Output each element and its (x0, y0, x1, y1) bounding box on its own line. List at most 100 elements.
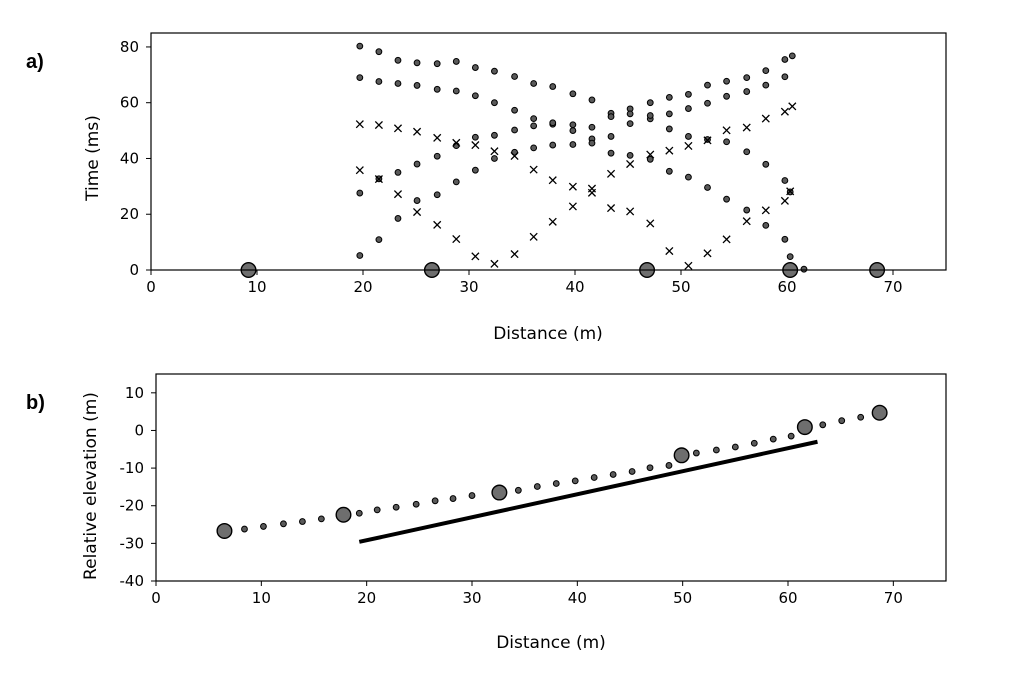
arrival-dot (704, 184, 711, 191)
geophone-dot (819, 421, 827, 429)
arrival-dot (491, 99, 498, 107)
x-tick-label: 0 (146, 278, 156, 296)
panel-b-y-axis-title: Relative elevation (m) (81, 392, 101, 580)
arrival-cross (529, 232, 538, 241)
arrival-dot (762, 81, 770, 89)
geophone-dot (533, 483, 541, 490)
y-tick-label: 0 (134, 421, 144, 439)
arrival-cross (471, 141, 480, 150)
x-tick-label: 0 (151, 589, 161, 607)
x-tick-label: 60 (778, 589, 797, 607)
arrival-cross (742, 123, 751, 132)
arrival-cross (413, 127, 422, 136)
arrival-cross (393, 190, 403, 199)
geophone-dot (609, 471, 617, 478)
panel-b: b) 0 10 20 30 40 50 60 70 -40 -30 -20 -10 0 10 Dista… (26, 373, 947, 653)
arrival-cross (490, 147, 499, 156)
panel-a-y-ticks: 0 20 40 60 80 (120, 38, 151, 279)
panel-a-plot-frame (150, 32, 947, 271)
arrival-dot (452, 178, 460, 186)
geophone-dot (857, 413, 865, 421)
arrival-dot (511, 126, 518, 134)
arrival-cross (606, 169, 616, 178)
arrival-cross (646, 150, 655, 159)
arrival-cross (646, 219, 655, 228)
arrival-dot (588, 123, 596, 131)
y-tick-label: 40 (120, 149, 139, 167)
panel-a-y-axis-title: Time (ms) (83, 115, 103, 202)
arrival-dot (375, 48, 383, 56)
geophone-dot (392, 503, 400, 511)
arrival-dot (762, 160, 770, 168)
arrival-dot (433, 85, 441, 93)
arrival-cross (665, 246, 674, 256)
panel-a-x-axis-title: Distance (m) (493, 324, 603, 344)
arrival-dot (788, 52, 796, 60)
arrival-dot (665, 125, 673, 133)
arrival-dot (569, 127, 577, 134)
arrival-cross (393, 124, 403, 133)
arrival-dot (626, 152, 634, 159)
geophone-dot (468, 492, 476, 499)
arrival-dot (394, 56, 402, 64)
x-tick-label: 40 (565, 278, 584, 296)
geophone-dot (787, 432, 795, 440)
reflector-line (358, 439, 818, 544)
arrival-dot (685, 105, 692, 112)
arrival-cross (413, 207, 422, 217)
geophone-dot (571, 477, 579, 485)
geophone-dot (628, 468, 636, 475)
geophone-dot (731, 443, 739, 451)
arrival-dot (781, 73, 789, 81)
arrival-dot (569, 121, 577, 129)
arrival-cross (452, 234, 461, 244)
arrival-cross (722, 126, 731, 135)
arrival-dot (413, 160, 421, 168)
geophone-dot (373, 506, 381, 514)
arrival-dot (356, 74, 364, 82)
geophone-dot (317, 515, 325, 523)
x-tick-label: 30 (459, 278, 478, 296)
source-point (216, 522, 233, 539)
arrival-dot (452, 87, 460, 95)
arrival-cross (626, 207, 635, 216)
arrival-cross (510, 151, 519, 161)
arrival-cross (374, 120, 383, 130)
arrival-dot (762, 221, 770, 229)
arrival-cross (568, 202, 577, 211)
arrival-dot (375, 78, 383, 85)
arrival-cross (788, 102, 797, 111)
arrival-dot (569, 141, 577, 148)
x-tick-label: 40 (568, 589, 587, 607)
x-tick-label: 50 (671, 278, 690, 296)
arrival-cross (703, 249, 712, 258)
arrival-dot (433, 191, 441, 199)
y-tick-label: 20 (120, 205, 139, 223)
x-tick-label: 60 (777, 278, 796, 296)
arrival-dot (588, 96, 596, 104)
arrival-dot (375, 236, 383, 244)
arrival-dot (723, 138, 730, 146)
arrival-dot (762, 67, 770, 75)
arrival-dot (569, 90, 577, 98)
arrival-dot (471, 64, 479, 71)
geophone-dot (750, 439, 758, 447)
geophone-dot (431, 497, 439, 505)
arrival-cross (548, 176, 557, 185)
arrival-dot (394, 169, 402, 176)
arrival-cross (684, 261, 693, 270)
arrival-cross (529, 165, 538, 174)
arrival-dot (471, 133, 479, 141)
arrival-dot (743, 74, 751, 82)
arrival-dot (588, 139, 596, 147)
arrival-dot (786, 253, 794, 261)
arrival-dot (491, 131, 498, 139)
arrival-dot (646, 99, 654, 107)
arrival-dot (549, 119, 557, 127)
arrival-cross (433, 133, 442, 142)
arrival-cross (703, 136, 712, 145)
geophone-dot (260, 523, 267, 530)
arrival-dot (413, 59, 421, 67)
y-tick-label: 80 (120, 38, 139, 56)
source-point (673, 447, 690, 464)
